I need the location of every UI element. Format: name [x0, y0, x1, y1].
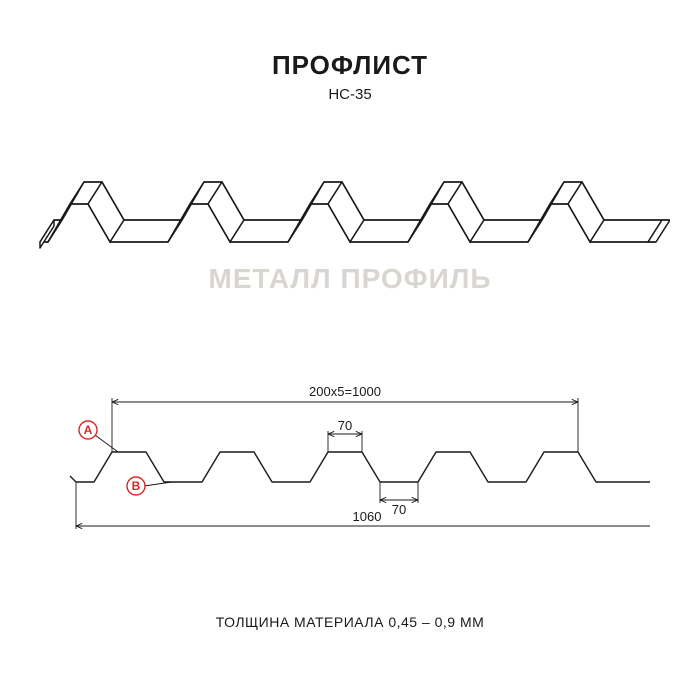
material-thickness-note: ТОЛЩИНА МАТЕРИАЛА 0,45 – 0,9 ММ — [0, 614, 700, 630]
page: ПРОФЛИСТ НС-35 МЕТАЛЛ ПРОФИЛЬ 200х5=1000… — [0, 0, 700, 700]
svg-text:70: 70 — [338, 418, 352, 433]
page-title: ПРОФЛИСТ — [0, 50, 700, 81]
marker-a: A — [79, 421, 97, 439]
svg-text:70: 70 — [392, 502, 406, 517]
svg-text:200х5=1000: 200х5=1000 — [309, 384, 381, 399]
svg-text:A: A — [84, 423, 93, 437]
technical-cross-section: 200х5=10007070106035AB — [50, 370, 650, 540]
marker-b: B — [127, 477, 145, 495]
svg-text:1060: 1060 — [353, 509, 382, 524]
page-subtitle: НС-35 — [0, 86, 700, 103]
svg-text:B: B — [132, 479, 141, 493]
isometric-profile-drawing — [30, 150, 670, 310]
